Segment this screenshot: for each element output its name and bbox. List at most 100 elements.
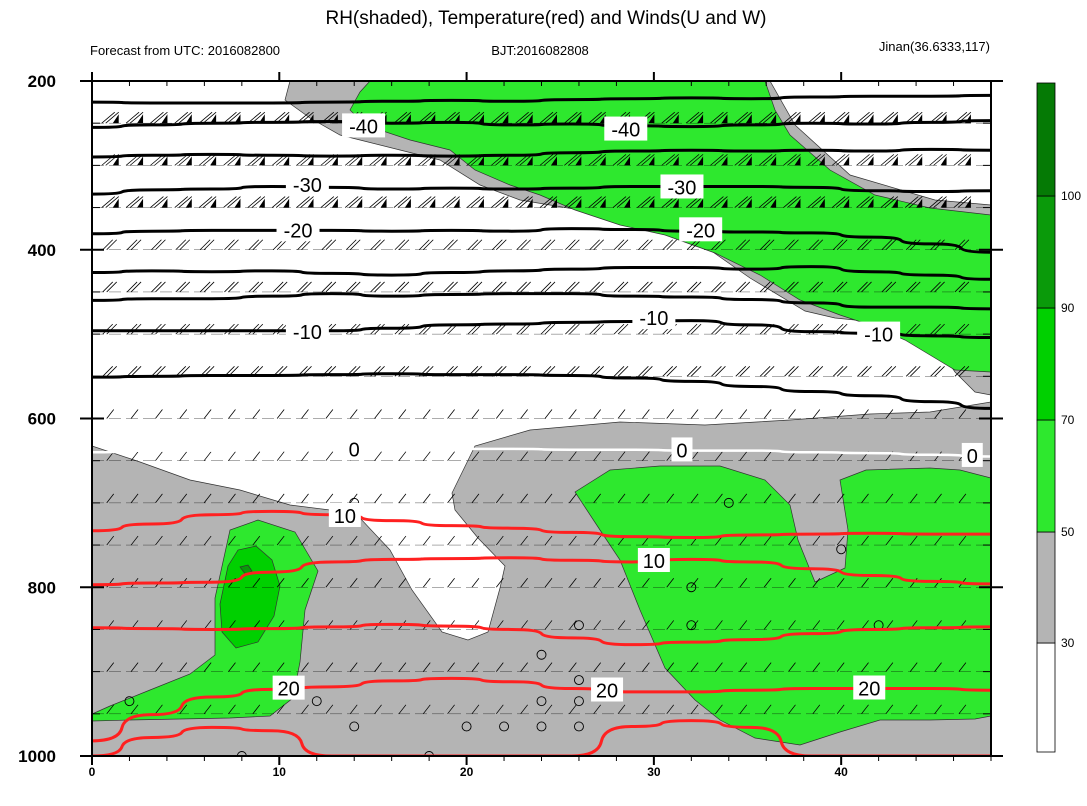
wind-barb [613,281,629,293]
wind-barb [374,451,382,461]
colorbar-segment [1036,642,1056,753]
contour-label: -20 [276,217,320,242]
wind-barb [349,704,358,715]
wind-barb [223,111,241,124]
calm-wind-marker [311,696,322,707]
wind-barb [763,535,772,546]
wind-barb [296,196,314,208]
wind-barb [467,239,483,251]
wind-barb [155,704,163,715]
wind-barb [832,366,848,377]
wind-barb [198,196,217,208]
wind-barb [447,662,455,672]
wind-barb [734,81,740,82]
wind-barb [759,81,764,82]
wind-barb [588,81,594,82]
wind-barb [880,81,886,82]
colorbar-segment [1036,195,1056,309]
wind-barb [102,239,118,251]
wind-barb [155,662,163,672]
wind-barb [247,81,253,82]
wind-barb [345,81,350,82]
wind-barb [106,704,115,715]
wind-barb [856,196,874,208]
wind-barb [199,239,215,251]
wind-barb [447,578,455,588]
wind-barb [422,578,431,588]
contour-label: 10 [637,547,670,573]
temperature-contour [92,556,991,587]
wind-barb [642,493,650,504]
wind-barb [812,409,821,419]
wind-barb [690,620,699,630]
wind-barb [223,81,229,82]
rh-region-right-green [574,465,991,746]
wind-barb [106,535,115,546]
wind-barb [831,196,850,208]
wind-barb [710,81,716,82]
x-tick-label: 0 [89,765,96,779]
wind-barb [174,154,193,166]
wind-barb [909,704,918,715]
wind-barb [102,366,118,377]
wind-barb [544,409,553,419]
temperature-contour [92,147,991,159]
wind-barb [759,239,775,251]
wind-barb [763,493,772,504]
svg-text:-40: -40 [349,116,378,138]
wind-barb [593,493,602,504]
wind-barb [179,535,188,546]
wind-barb [593,704,602,715]
wind-barb [175,239,191,251]
wind-barb [125,111,144,124]
wind-barb [228,493,236,504]
wind-barb [589,323,604,335]
wind-barb [929,196,947,208]
wind-barb [637,154,655,166]
wind-barbs [101,81,972,756]
wind-barb [374,409,382,419]
wind-barb [515,196,533,208]
wind-barb [763,409,772,419]
wind-barb [593,578,602,588]
wind-barb [832,239,848,251]
wind-barb [106,409,115,419]
wind-barb [642,578,650,588]
wind-barb [642,409,650,419]
wind-barb [252,578,261,588]
wind-barb [666,409,675,419]
wind-barb [539,111,558,124]
wind-barb [905,81,910,82]
wind-barb [617,704,626,715]
colorbar-tick-label: 70 [1061,413,1075,427]
temperature-contour [92,319,991,339]
wind-barb [784,239,799,251]
wind-barb [199,281,215,293]
wind-barb [374,662,382,672]
wind-barb [130,409,139,419]
wind-barb [252,662,261,672]
wind-barb [885,662,894,672]
wind-barb [228,662,236,672]
wind-barb [588,196,606,208]
wind-barb [685,154,704,166]
wind-barb [471,704,480,715]
wind-barb [807,196,826,208]
wind-barb [301,493,309,504]
wind-barb [788,620,796,630]
wind-barb [126,366,142,377]
wind-barb [276,662,285,672]
calm-wind-marker [686,620,697,631]
wind-barb [544,662,553,672]
wind-barb [539,81,545,82]
wind-barb [885,409,894,419]
wind-barb [715,620,723,630]
wind-barb [228,704,236,715]
wind-barb [953,196,972,208]
wind-barb [909,662,918,672]
wind-barb [398,535,407,546]
wind-barb [174,111,193,124]
wind-barb [320,81,326,82]
wind-barb [321,239,337,251]
calm-wind-marker [461,721,472,732]
